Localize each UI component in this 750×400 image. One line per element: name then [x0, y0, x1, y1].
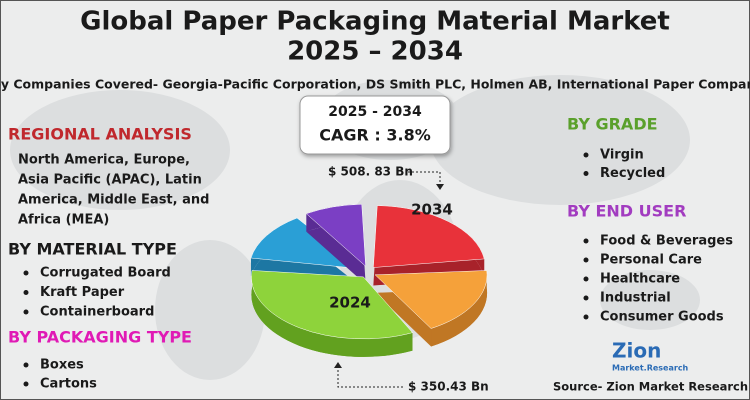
bullet — [583, 171, 589, 176]
cagr-box — [299, 95, 451, 155]
list-item: Containerboard — [40, 305, 154, 320]
section-heading: BY END USER — [567, 202, 686, 221]
pie-slice — [305, 204, 366, 267]
pie-slice — [250, 217, 363, 270]
section-heading: REGIONAL ANALYSIS — [8, 125, 192, 144]
list-item: Africa (MEA) — [18, 213, 109, 228]
bullet — [23, 362, 29, 368]
list-item: Personal Care — [600, 253, 702, 268]
section-heading: BY GRADE — [567, 115, 658, 134]
list-item: Boxes — [40, 358, 84, 373]
leader-line — [408, 171, 441, 186]
logo: Zion — [612, 339, 661, 363]
bullet — [583, 295, 589, 301]
pie-slice — [373, 205, 485, 268]
pie-graphic — [250, 204, 488, 357]
bullet — [583, 276, 589, 282]
list-item: Industrial — [600, 291, 671, 306]
list-item: Corrugated Board — [40, 266, 171, 281]
title: 2025 – 2034 — [287, 37, 463, 67]
cagr-value: CAGR : 3.8% — [319, 126, 431, 145]
bullet — [583, 152, 589, 158]
list-item: Healthcare — [600, 272, 680, 287]
pie-label: 2024 — [329, 294, 371, 312]
list-item: North America, Europe, — [18, 153, 190, 168]
pie-slice — [374, 270, 488, 329]
subtitle: Key Companies Covered- Georgia-Pacific C… — [0, 77, 750, 92]
arrow — [334, 362, 342, 368]
section-heading: BY MATERIAL TYPE — [8, 240, 177, 259]
bullet — [583, 314, 589, 320]
list-item: Recycled — [600, 166, 665, 181]
title: Global Paper Packaging Material Market — [80, 7, 670, 37]
list-item: Cartons — [40, 377, 97, 392]
list-item: Food & Beverages — [600, 234, 733, 249]
world-map — [10, 75, 700, 380]
bullet — [23, 290, 29, 295]
list-item: America, Middle East, and — [18, 193, 209, 208]
bullet — [23, 309, 29, 315]
logo-tagline: Market.Research — [612, 364, 689, 373]
pie-slice-side — [431, 270, 488, 347]
list-item: Asia Pacific (APAC), Latin — [18, 173, 202, 188]
list-item: Consumer Goods — [600, 310, 724, 325]
bullet — [23, 270, 29, 276]
market-size-label: $ 350.43 Bn — [408, 380, 489, 394]
leader-line — [337, 366, 405, 388]
cagr-period: 2025 - 2034 — [328, 104, 422, 120]
market-size-label: $ 508. 83 Bn — [328, 165, 413, 179]
pie-label: 2034 — [411, 201, 453, 219]
bullet — [583, 238, 589, 244]
section-heading: BY PACKAGING TYPE — [8, 328, 192, 347]
source: Source- Zion Market Research — [553, 380, 748, 394]
bullet — [583, 257, 589, 263]
pie-slice — [251, 270, 413, 340]
list-item: Virgin — [600, 148, 644, 163]
pie-slice-side — [251, 270, 413, 357]
bullet — [23, 381, 29, 387]
arrow — [436, 184, 444, 190]
list-item: Kraft Paper — [40, 285, 125, 300]
